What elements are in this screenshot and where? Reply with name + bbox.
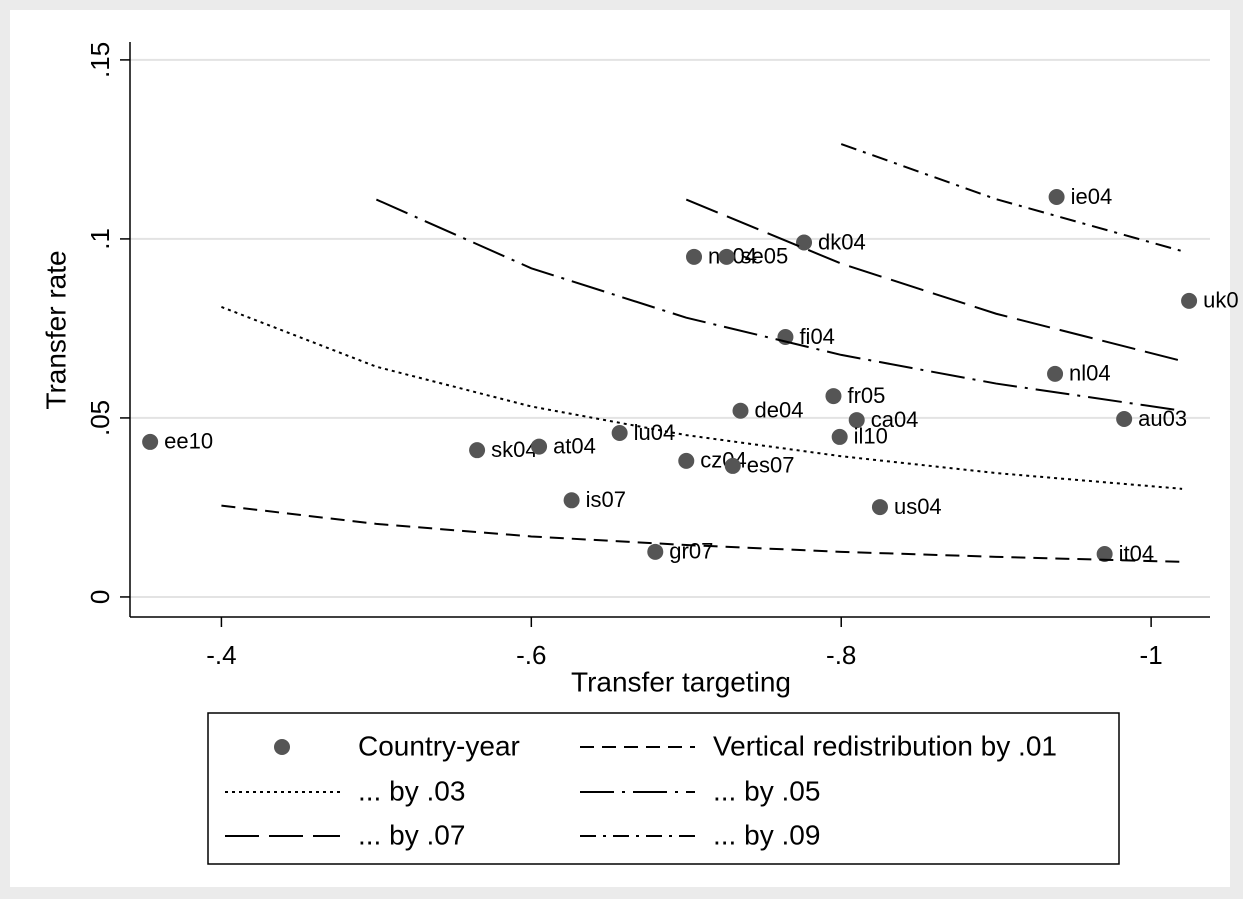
x-tick-label: -.6 — [516, 640, 546, 670]
point-label: fr05 — [847, 383, 885, 408]
data-point — [796, 234, 813, 251]
data-point — [1048, 189, 1065, 206]
y-axis-title: Transfer rate — [40, 250, 71, 409]
data-point — [142, 433, 159, 450]
point-label: at04 — [553, 433, 596, 458]
legend-label: Country-year — [358, 730, 520, 761]
point-label: ca04 — [871, 407, 919, 432]
point-label: de04 — [755, 398, 804, 423]
data-point — [469, 442, 486, 459]
data-point — [563, 492, 580, 509]
legend-label: Vertical redistribution by .01 — [713, 730, 1057, 761]
data-point — [611, 424, 628, 441]
data-point — [531, 438, 548, 455]
point-label: fi04 — [799, 324, 834, 349]
data-point — [724, 457, 741, 474]
y-tick-label: .05 — [85, 400, 115, 436]
data-point — [848, 412, 865, 429]
curve — [221, 306, 1183, 490]
point-label: se05 — [741, 244, 789, 269]
legend-label: ... by .03 — [358, 775, 465, 806]
point-label: us04 — [894, 494, 942, 519]
curve — [375, 198, 1183, 412]
point-label: sk04 — [491, 437, 537, 462]
data-point — [1181, 292, 1198, 309]
legend-label: ... by .07 — [358, 819, 465, 850]
point-label: ee10 — [164, 429, 213, 454]
legend-box — [207, 712, 1120, 865]
data-point — [678, 452, 695, 469]
y-tick-label: .15 — [85, 42, 115, 78]
point-label: it04 — [1119, 541, 1154, 566]
point-label: nl04 — [1069, 361, 1111, 386]
data-point — [1047, 365, 1064, 382]
data-point — [718, 248, 735, 265]
curve — [685, 198, 1183, 362]
legend-label: ... by .05 — [713, 775, 820, 806]
legend-label: ... by .09 — [713, 819, 820, 850]
data-point — [831, 428, 848, 445]
x-tick-label: -.8 — [826, 640, 856, 670]
data-point — [825, 388, 842, 405]
point-label: au03 — [1138, 406, 1187, 431]
data-point — [1096, 545, 1113, 562]
data-point — [686, 248, 703, 265]
data-point — [871, 499, 888, 516]
legend-marker — [274, 739, 290, 755]
point-label: ie04 — [1071, 184, 1113, 209]
point-label: il10 — [854, 424, 888, 449]
data-point — [1116, 411, 1133, 428]
point-label: uk0 — [1203, 288, 1238, 313]
y-tick-label: 0 — [85, 590, 115, 604]
x-axis-title: Transfer targeting — [571, 666, 791, 697]
point-label: lu04 — [634, 420, 676, 445]
point-label: gr07 — [669, 539, 713, 564]
point-label: is07 — [586, 487, 626, 512]
x-tick-label: -.4 — [206, 640, 236, 670]
curve — [221, 504, 1183, 563]
x-tick-label: -1 — [1140, 640, 1163, 670]
point-label: dk04 — [818, 229, 866, 254]
y-tick-label: .1 — [85, 228, 115, 250]
data-point — [732, 402, 749, 419]
point-label: es07 — [747, 453, 795, 478]
data-point — [647, 543, 664, 560]
